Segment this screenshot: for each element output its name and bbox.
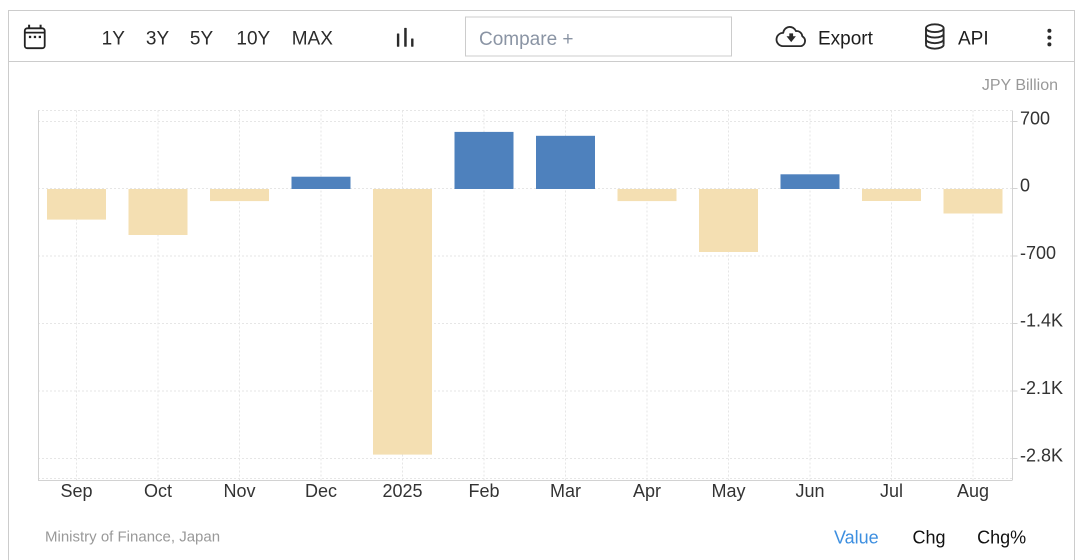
svg-text:3Y: 3Y <box>146 29 170 50</box>
svg-text:1Y: 1Y <box>102 29 126 50</box>
svg-text:Dec: Dec <box>305 481 337 501</box>
svg-text:Jul: Jul <box>880 481 903 501</box>
svg-text:Jun: Jun <box>795 481 824 501</box>
svg-text:Nov: Nov <box>223 481 255 501</box>
svg-text:Chg: Chg <box>912 528 945 548</box>
svg-text:2025: 2025 <box>382 481 422 501</box>
svg-text:Aug: Aug <box>957 481 989 501</box>
svg-text:-700: -700 <box>1020 243 1056 263</box>
svg-text:May: May <box>711 481 745 501</box>
svg-text:0: 0 <box>1020 176 1030 196</box>
svg-text:Compare +: Compare + <box>479 29 574 50</box>
svg-text:Value: Value <box>834 528 879 548</box>
svg-text:JPY Billion: JPY Billion <box>982 77 1058 94</box>
svg-text:10Y: 10Y <box>236 29 270 50</box>
svg-text:-1.4K: -1.4K <box>1020 311 1063 331</box>
svg-text:5Y: 5Y <box>190 29 214 50</box>
svg-text:MAX: MAX <box>292 29 334 50</box>
svg-text:API: API <box>958 29 989 50</box>
svg-text:Feb: Feb <box>468 481 499 501</box>
svg-text:-2.8K: -2.8K <box>1020 446 1063 466</box>
svg-text:-2.1K: -2.1K <box>1020 378 1063 398</box>
svg-text:Chg%: Chg% <box>977 528 1026 548</box>
svg-text:Ministry of Finance, Japan: Ministry of Finance, Japan <box>45 529 220 546</box>
svg-text:700: 700 <box>1020 109 1050 129</box>
svg-text:Apr: Apr <box>633 481 661 501</box>
svg-text:Sep: Sep <box>60 481 92 501</box>
svg-text:Export: Export <box>818 29 874 50</box>
svg-text:Oct: Oct <box>144 481 172 501</box>
svg-text:Mar: Mar <box>550 481 581 501</box>
